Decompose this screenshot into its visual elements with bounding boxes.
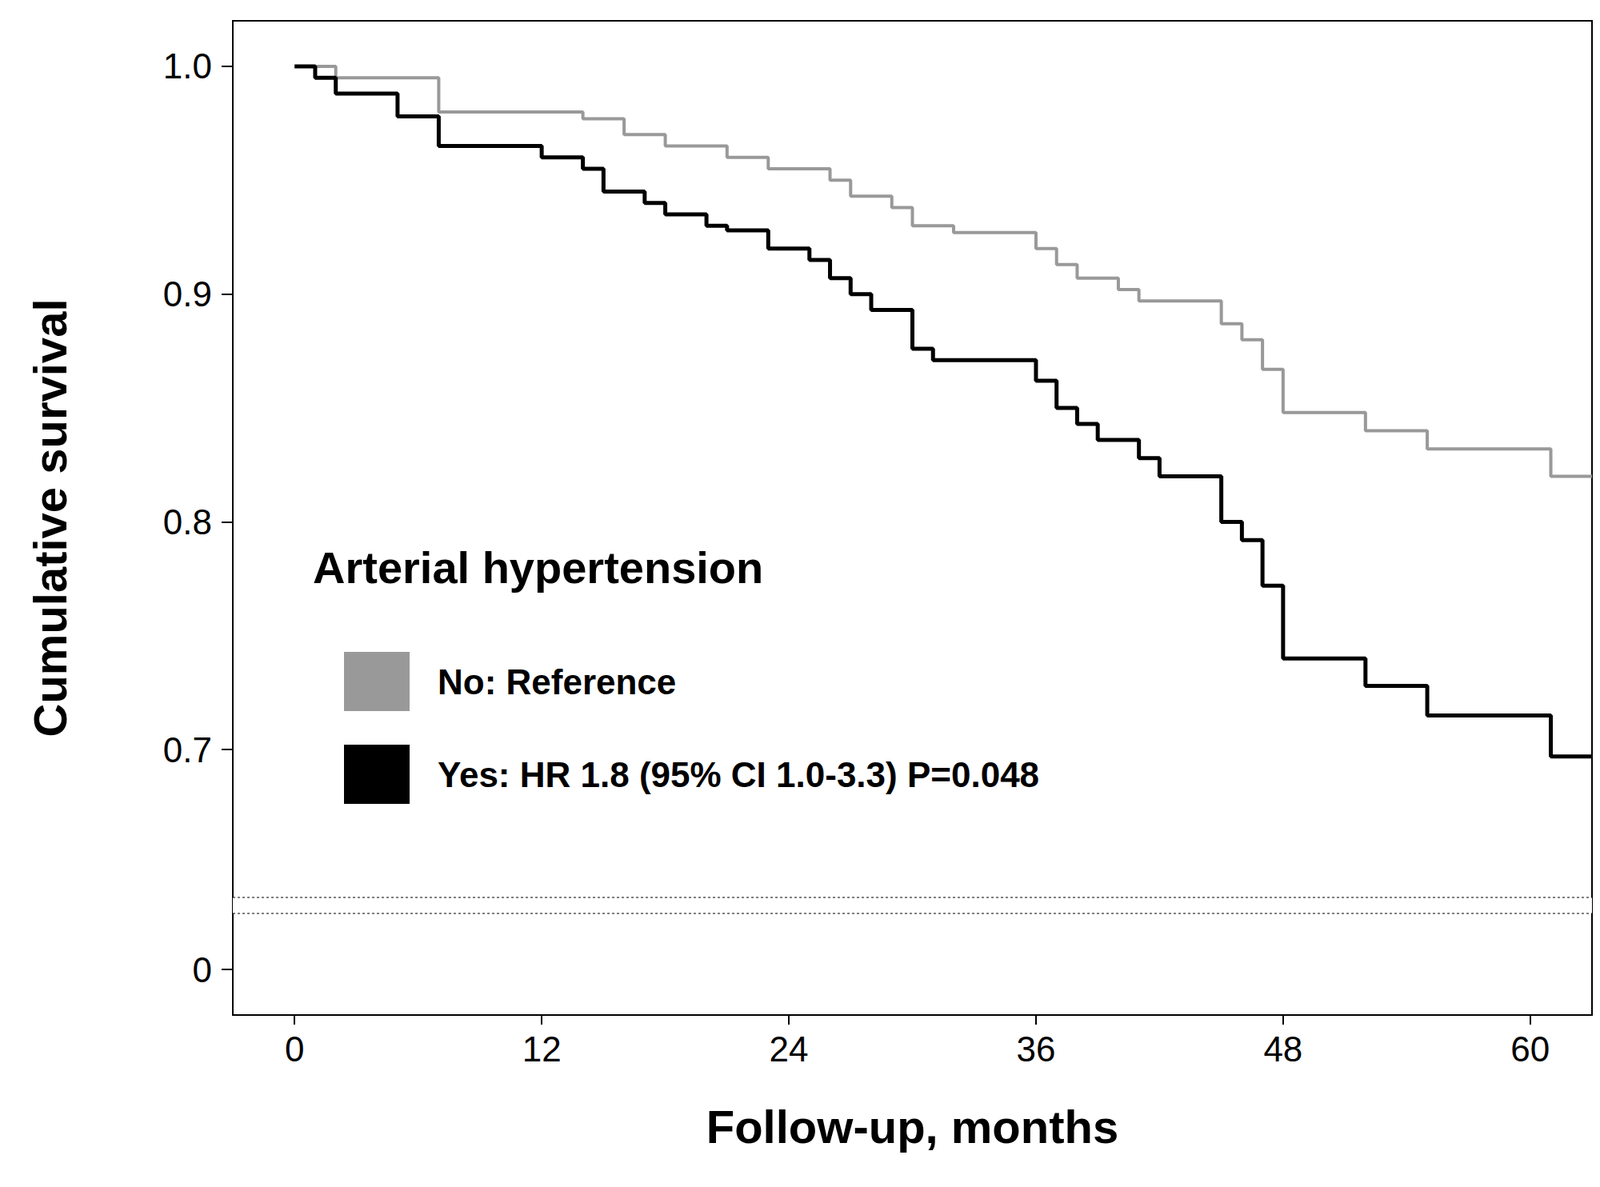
svg-text:0.9: 0.9 <box>163 274 212 314</box>
svg-text:No: Reference: No: Reference <box>437 662 676 702</box>
svg-text:Yes: HR 1.8 (95% CI 1.0-3.3) P: Yes: HR 1.8 (95% CI 1.0-3.3) P=0.048 <box>437 755 1040 795</box>
svg-text:Follow-up, months: Follow-up, months <box>706 1100 1119 1153</box>
svg-text:0: 0 <box>192 950 212 990</box>
svg-text:0: 0 <box>284 1029 304 1069</box>
svg-text:36: 36 <box>1016 1029 1056 1069</box>
svg-text:24: 24 <box>769 1029 809 1069</box>
svg-text:60: 60 <box>1510 1029 1550 1069</box>
svg-text:12: 12 <box>522 1029 562 1069</box>
svg-text:Arterial hypertension: Arterial hypertension <box>312 542 764 593</box>
svg-text:48: 48 <box>1263 1029 1303 1069</box>
svg-text:Cumulative survival: Cumulative survival <box>24 299 76 738</box>
svg-text:1.0: 1.0 <box>163 46 212 86</box>
svg-text:0.7: 0.7 <box>163 730 212 770</box>
svg-text:0.8: 0.8 <box>163 502 212 542</box>
